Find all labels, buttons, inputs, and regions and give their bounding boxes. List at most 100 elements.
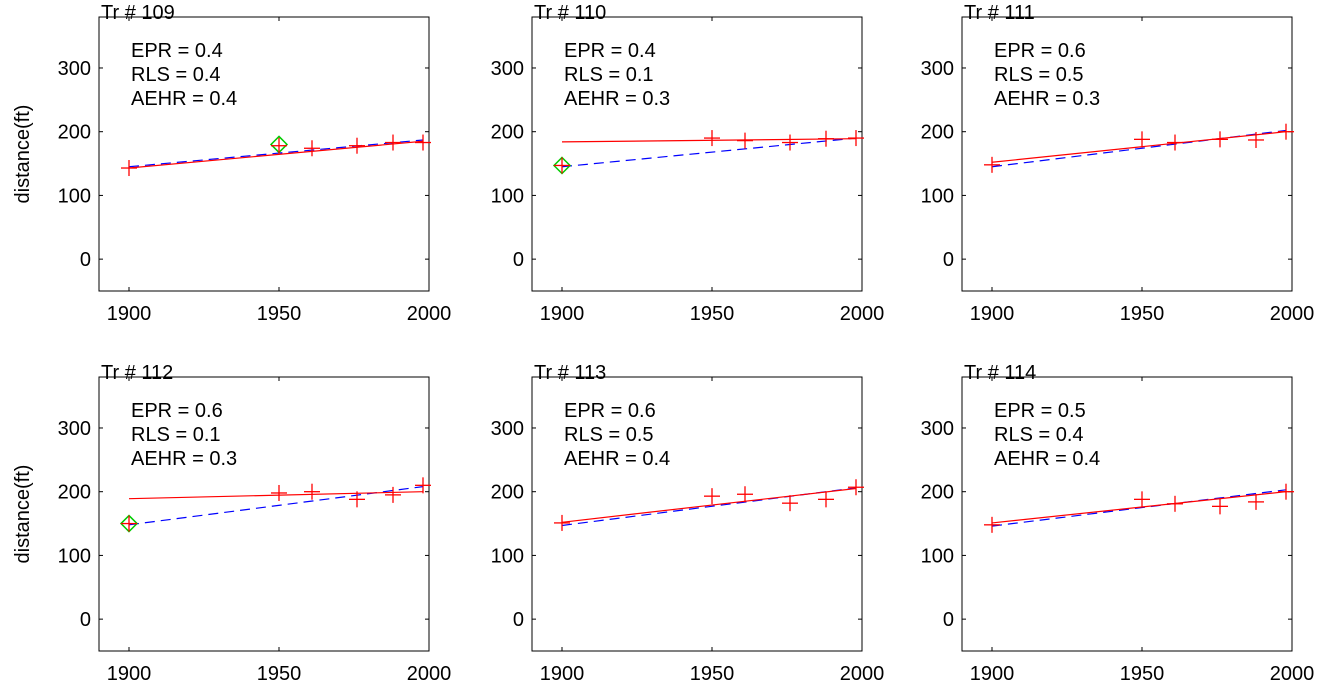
- data-point: [984, 516, 1000, 533]
- x-tick-label: 2000: [840, 663, 885, 681]
- fit-line-red: [561, 138, 857, 143]
- panel-title: Tr # 111: [964, 2, 1035, 24]
- stat-annotation: EPR = 0.6: [131, 400, 223, 422]
- data-point: [415, 134, 431, 151]
- x-tick-label: 1900: [540, 303, 585, 325]
- y-tick-label: 0: [80, 249, 91, 271]
- y-tick-label: 200: [58, 482, 91, 504]
- y-tick-label: 100: [58, 185, 91, 207]
- axes-box: [961, 16, 1293, 292]
- y-tick-label: 300: [491, 418, 524, 440]
- stat-annotation: RLS = 0.1: [564, 64, 654, 86]
- data-point: [1167, 134, 1183, 151]
- fit-line-blue: [561, 137, 857, 168]
- data-point: [349, 491, 365, 508]
- fit-line-red: [128, 140, 424, 169]
- x-tick-label: 1950: [257, 303, 302, 325]
- y-axis-label: distance(ft): [12, 465, 34, 564]
- y-tick-label: 300: [491, 58, 524, 80]
- x-tick-label: 2000: [407, 663, 452, 681]
- data-point: [304, 483, 320, 500]
- data-point: [848, 479, 864, 496]
- y-tick-label: 200: [491, 122, 524, 144]
- data-point: [304, 140, 320, 157]
- y-tick-label: 100: [491, 545, 524, 567]
- y-tick-label: 200: [58, 122, 91, 144]
- stat-annotation: EPR = 0.5: [994, 400, 1086, 422]
- y-tick-label: 100: [491, 185, 524, 207]
- y-tick-label: 300: [921, 418, 954, 440]
- data-point: [782, 495, 798, 512]
- y-tick-label: 0: [943, 249, 954, 271]
- data-point: [737, 132, 753, 149]
- fit-line-red: [561, 487, 857, 523]
- axes-box: [98, 16, 430, 292]
- y-tick-label: 200: [491, 482, 524, 504]
- y-tick-label: 0: [513, 249, 524, 271]
- data-point: [704, 130, 720, 147]
- x-tick-label: 2000: [840, 303, 885, 325]
- data-point: [554, 157, 570, 174]
- y-tick-label: 200: [921, 122, 954, 144]
- x-tick-label: 1950: [690, 663, 735, 681]
- data-point: [121, 160, 137, 177]
- data-point: [385, 486, 401, 503]
- stat-annotation: EPR = 0.4: [131, 40, 223, 62]
- x-tick-label: 1900: [970, 663, 1015, 681]
- data-point: [1248, 131, 1264, 148]
- y-tick-label: 100: [58, 545, 91, 567]
- y-tick-label: 0: [80, 609, 91, 631]
- data-point: [1278, 123, 1294, 140]
- x-tick-label: 2000: [1270, 663, 1315, 681]
- fit-line-red: [991, 131, 1287, 163]
- x-tick-label: 1900: [107, 663, 152, 681]
- stat-annotation: EPR = 0.4: [564, 40, 656, 62]
- stat-annotation: AEHR = 0.3: [994, 88, 1100, 110]
- data-point: [1248, 493, 1264, 510]
- fit-line-red: [991, 491, 1287, 524]
- panel-title: Tr # 113: [534, 362, 606, 384]
- x-tick-label: 1950: [1120, 303, 1165, 325]
- fit-line-blue: [991, 489, 1287, 527]
- axes-box: [961, 376, 1293, 652]
- data-point: [704, 488, 720, 505]
- data-point: [818, 130, 834, 147]
- stat-annotation: AEHR = 0.3: [564, 88, 670, 110]
- stat-annotation: RLS = 0.4: [994, 424, 1084, 446]
- stat-annotation: EPR = 0.6: [564, 400, 656, 422]
- data-point: [554, 514, 570, 531]
- stat-annotation: AEHR = 0.3: [131, 448, 237, 470]
- y-tick-label: 0: [943, 609, 954, 631]
- data-point: [1212, 131, 1228, 148]
- y-tick-label: 300: [58, 58, 91, 80]
- panel-title: Tr # 112: [101, 362, 173, 384]
- panel-title: Tr # 110: [534, 2, 606, 24]
- data-point: [415, 477, 431, 494]
- data-point: [737, 486, 753, 503]
- panel-title: Tr # 109: [101, 2, 175, 24]
- data-point: [271, 484, 287, 501]
- y-tick-label: 0: [513, 609, 524, 631]
- data-point: [271, 137, 287, 154]
- stat-annotation: EPR = 0.6: [994, 40, 1086, 62]
- x-tick-label: 1900: [970, 303, 1015, 325]
- data-point: [782, 134, 798, 151]
- x-tick-label: 1950: [1120, 663, 1165, 681]
- axes-box: [98, 376, 430, 652]
- data-point: [1134, 131, 1150, 148]
- data-point: [121, 515, 137, 532]
- y-tick-label: 300: [58, 418, 91, 440]
- data-point: [1134, 491, 1150, 508]
- axes-box: [531, 16, 863, 292]
- axes-box: [531, 376, 863, 652]
- x-tick-label: 1950: [690, 303, 735, 325]
- fit-line-red: [128, 491, 424, 500]
- y-tick-label: 100: [921, 185, 954, 207]
- data-point: [349, 137, 365, 154]
- fit-line-blue: [128, 139, 424, 168]
- x-tick-label: 2000: [407, 303, 452, 325]
- stat-annotation: RLS = 0.5: [564, 424, 654, 446]
- y-axis-label: distance(ft): [12, 105, 34, 204]
- stat-annotation: AEHR = 0.4: [564, 448, 670, 470]
- data-point: [385, 134, 401, 151]
